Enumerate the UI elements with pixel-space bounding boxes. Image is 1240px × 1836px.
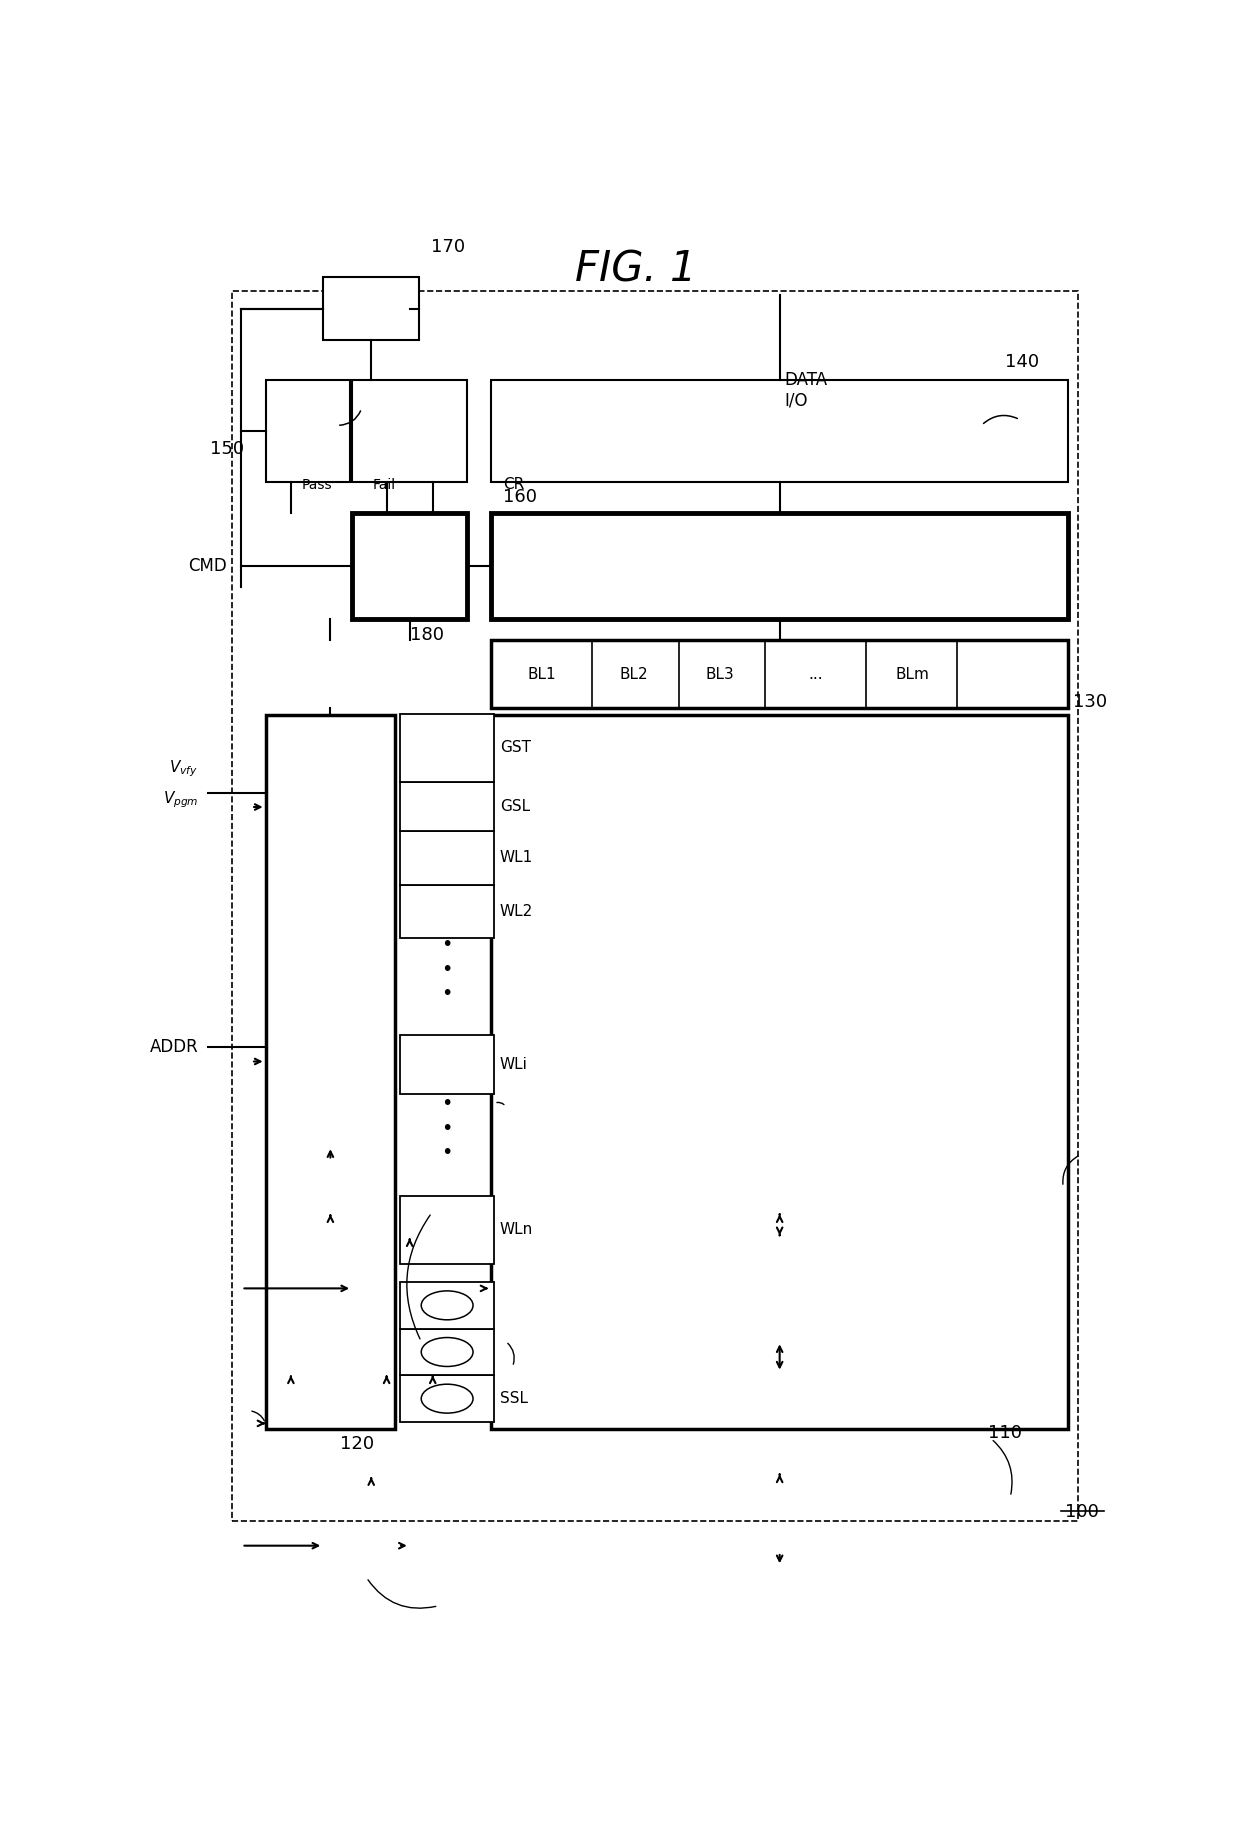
Text: BL3: BL3: [706, 666, 734, 681]
Text: SSL: SSL: [500, 1392, 528, 1406]
Text: CMD: CMD: [188, 556, 227, 575]
Text: Fail: Fail: [372, 477, 396, 492]
Text: •: •: [441, 935, 453, 953]
Text: 150: 150: [211, 441, 244, 459]
Text: GST: GST: [500, 740, 531, 755]
Text: CR: CR: [503, 477, 525, 492]
Text: WL2: WL2: [500, 903, 533, 920]
Text: DATA
I/O: DATA I/O: [785, 371, 827, 409]
Text: $V_{vfy}$: $V_{vfy}$: [170, 758, 198, 778]
Bar: [491, 512, 1068, 619]
Bar: [491, 714, 1068, 1428]
Text: 110: 110: [988, 1423, 1023, 1441]
Text: ...: ...: [808, 666, 823, 681]
Bar: [401, 1036, 495, 1094]
Text: FIG. 1: FIG. 1: [575, 250, 696, 290]
Bar: [401, 832, 495, 885]
Ellipse shape: [422, 1291, 472, 1320]
Bar: [232, 290, 1078, 1520]
Bar: [401, 1329, 495, 1375]
Text: WL1: WL1: [500, 850, 533, 865]
Bar: [401, 1282, 495, 1329]
Text: 140: 140: [1006, 353, 1039, 371]
Text: 120: 120: [340, 1436, 374, 1452]
Text: Pass: Pass: [301, 477, 332, 492]
Bar: [401, 885, 495, 938]
Bar: [491, 641, 1068, 709]
Text: $V_{pgm}$: $V_{pgm}$: [162, 789, 198, 810]
Text: 100: 100: [1065, 1504, 1100, 1520]
Text: ADDR: ADDR: [150, 1039, 198, 1056]
Text: GSL: GSL: [500, 799, 531, 813]
Text: 160: 160: [503, 488, 537, 505]
Text: 170: 170: [432, 237, 465, 255]
Text: •: •: [441, 984, 453, 1002]
Text: •: •: [441, 1120, 453, 1138]
Bar: [491, 380, 1068, 481]
Text: 130: 130: [1073, 694, 1107, 711]
Text: BLm: BLm: [895, 666, 929, 681]
Bar: [401, 714, 495, 782]
Text: WLi: WLi: [500, 1058, 528, 1072]
Text: 180: 180: [410, 626, 444, 644]
Bar: [401, 1375, 495, 1421]
Text: WLn: WLn: [500, 1223, 533, 1237]
Bar: [352, 512, 467, 619]
Bar: [401, 782, 495, 832]
Bar: [401, 1195, 495, 1263]
Bar: [324, 277, 419, 340]
Ellipse shape: [422, 1338, 472, 1366]
Bar: [265, 714, 396, 1428]
Bar: [352, 380, 467, 481]
Text: •: •: [441, 1144, 453, 1162]
Text: BL2: BL2: [619, 666, 647, 681]
Ellipse shape: [422, 1384, 472, 1414]
Bar: [265, 380, 350, 481]
Text: •: •: [441, 1094, 453, 1113]
Text: •: •: [441, 960, 453, 979]
Text: BL1: BL1: [527, 666, 556, 681]
